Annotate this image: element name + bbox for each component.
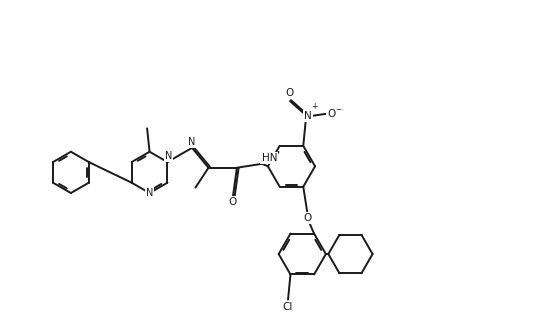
Text: HN: HN bbox=[261, 153, 277, 163]
Text: N: N bbox=[188, 137, 195, 147]
Text: N: N bbox=[305, 111, 312, 121]
Text: Cl: Cl bbox=[283, 302, 293, 312]
Text: +: + bbox=[312, 103, 318, 112]
Text: O: O bbox=[303, 213, 312, 223]
Text: N: N bbox=[146, 188, 153, 198]
Text: N: N bbox=[165, 151, 172, 161]
Text: $\mathregular{O^{-}}$: $\mathregular{O^{-}}$ bbox=[327, 107, 343, 119]
Text: O: O bbox=[229, 197, 237, 207]
Text: O: O bbox=[286, 88, 294, 98]
